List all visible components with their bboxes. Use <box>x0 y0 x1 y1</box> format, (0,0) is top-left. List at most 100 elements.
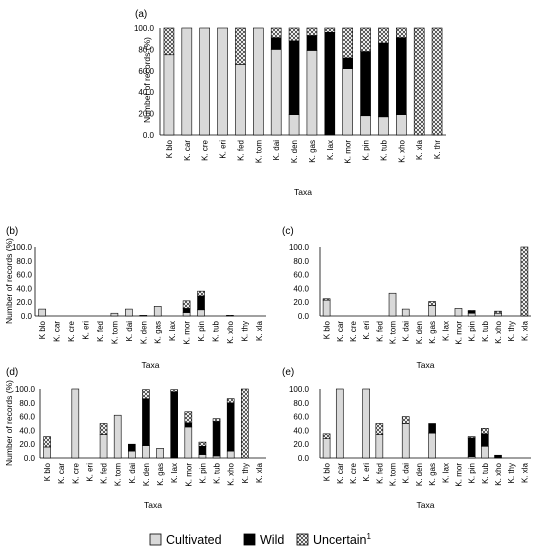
bar-uncertain <box>197 290 205 297</box>
bar-cultivated <box>322 299 331 317</box>
x-tick-label: K. car <box>53 321 62 342</box>
x-tick-label: K. lax <box>441 321 450 341</box>
x-tick-label: K. xho <box>494 462 503 485</box>
legend: Cultivated Wild Uncertain1 <box>149 532 372 547</box>
bar-wild <box>428 423 436 434</box>
panel-label: (b) <box>6 226 18 237</box>
x-tick-label: K. xla <box>255 462 264 483</box>
y-tick-label: 0.0 <box>21 312 33 321</box>
x-axis-title: Taxa <box>417 500 435 510</box>
bar-wild <box>226 402 235 452</box>
y-tick-label: 0.0 <box>298 312 310 321</box>
x-tick-label: K. cre <box>67 320 76 341</box>
bar-wild <box>467 437 476 457</box>
bar-uncertain <box>467 310 476 312</box>
x-tick-label: K. pin <box>197 321 206 341</box>
y-tick-label: 40.0 <box>19 426 35 435</box>
legend-swatch-cultivated <box>149 533 162 546</box>
y-tick-label: 60.0 <box>293 271 309 280</box>
bar-cultivated <box>235 64 246 136</box>
bar-cultivated <box>217 27 228 136</box>
x-tick-label: K. den <box>290 140 299 163</box>
x-axis-title: Taxa <box>417 360 435 370</box>
y-tick-label: 60.0 <box>138 67 154 76</box>
bar-cultivated <box>182 312 191 317</box>
bar-wild <box>467 310 476 314</box>
y-tick-label: 60.0 <box>293 413 309 422</box>
bar-uncertain <box>375 423 384 435</box>
x-tick-label: K. car <box>57 463 66 484</box>
y-tick-label: 20.0 <box>293 298 309 307</box>
bar-uncertain <box>413 27 425 136</box>
legend-label-cultivated: Cultivated <box>166 533 222 547</box>
chart-panel-5: (e) 0.0 20.0 40.0 60.0 80.0 100.0 K blo K. car K.… <box>282 367 531 510</box>
bar-wild <box>212 421 221 457</box>
bar-cultivated <box>99 434 108 459</box>
bar-cultivated <box>388 292 397 317</box>
bar-uncertain <box>494 310 502 314</box>
bar-uncertain <box>520 246 529 317</box>
bar-cultivated <box>396 114 407 136</box>
bar-cultivated <box>139 315 148 317</box>
legend-swatch-uncertain <box>296 533 309 546</box>
chart-panel-1: (a) 0.0 20.0 40.0 60.0 80.0 100.0 Number of rec… <box>134 9 446 197</box>
y-tick-label: 100.0 <box>134 24 155 33</box>
y-tick-label: 20.0 <box>19 440 35 449</box>
bar-uncertain <box>184 411 193 424</box>
bar-cultivated <box>362 388 370 459</box>
bar-cultivated <box>454 308 463 317</box>
y-axis-title: Number of records (%) <box>4 238 14 324</box>
x-tick-label: K. lax <box>170 463 179 483</box>
x-tick-label: K. lax <box>326 140 335 160</box>
bar-cultivated <box>253 27 264 136</box>
y-tick-label: 20.0 <box>293 440 309 449</box>
bar-cultivated <box>322 438 331 459</box>
bar-uncertain <box>396 27 407 38</box>
bar-wild <box>270 37 282 50</box>
y-tick-label: 40.0 <box>138 88 154 97</box>
x-tick-label: K blo <box>165 139 174 158</box>
bar-cultivated <box>198 454 207 459</box>
bar-cultivated <box>199 27 210 136</box>
x-tick-label: K. lax <box>441 463 450 483</box>
bar-uncertain <box>431 27 443 136</box>
bar-uncertain <box>467 436 476 439</box>
x-tick-label: K. eri <box>362 463 371 482</box>
x-tick-label: K. thy <box>507 463 516 483</box>
x-tick-label: K. fed <box>96 321 105 342</box>
bar-cultivated <box>125 308 133 317</box>
bar-uncertain <box>99 423 108 435</box>
bar-cultivated <box>163 54 175 136</box>
bar-uncertain <box>322 433 331 439</box>
x-tick-label: K. cre <box>71 462 80 483</box>
x-tick-label: K. xho <box>226 320 235 343</box>
x-tick-label: K. dai <box>272 140 281 161</box>
x-tick-label: K. car <box>336 463 345 484</box>
x-tick-label: K. den <box>142 463 151 486</box>
bar-uncertain <box>322 298 331 301</box>
bar-uncertain <box>360 27 371 52</box>
x-tick-label: K. pin <box>362 140 371 160</box>
x-tick-label: K. mor <box>183 321 192 345</box>
bar-cultivated <box>428 432 436 459</box>
x-tick-label: K. xho <box>494 320 503 343</box>
x-tick-label: K. fed <box>375 321 384 342</box>
legend-label-wild: Wild <box>260 533 284 547</box>
panel-label: (d) <box>6 367 18 378</box>
bar-uncertain <box>142 389 150 399</box>
bar-uncertain <box>163 27 175 56</box>
x-tick-label: K. den <box>415 463 424 486</box>
x-tick-label: K. pin <box>468 463 477 483</box>
bar-uncertain <box>170 389 178 393</box>
x-tick-label: K. mor <box>454 321 463 345</box>
bar-wild <box>197 295 205 311</box>
y-tick-label: 60.0 <box>16 271 32 280</box>
y-tick-label: 80.0 <box>16 257 32 266</box>
x-tick-label: K blo <box>323 320 332 339</box>
y-axis-title: Number of records (%) <box>4 380 14 466</box>
x-tick-label: K blo <box>38 320 47 339</box>
bar-uncertain <box>270 27 282 38</box>
x-tick-label: K. gas <box>154 321 163 344</box>
bar-wild <box>142 398 150 446</box>
